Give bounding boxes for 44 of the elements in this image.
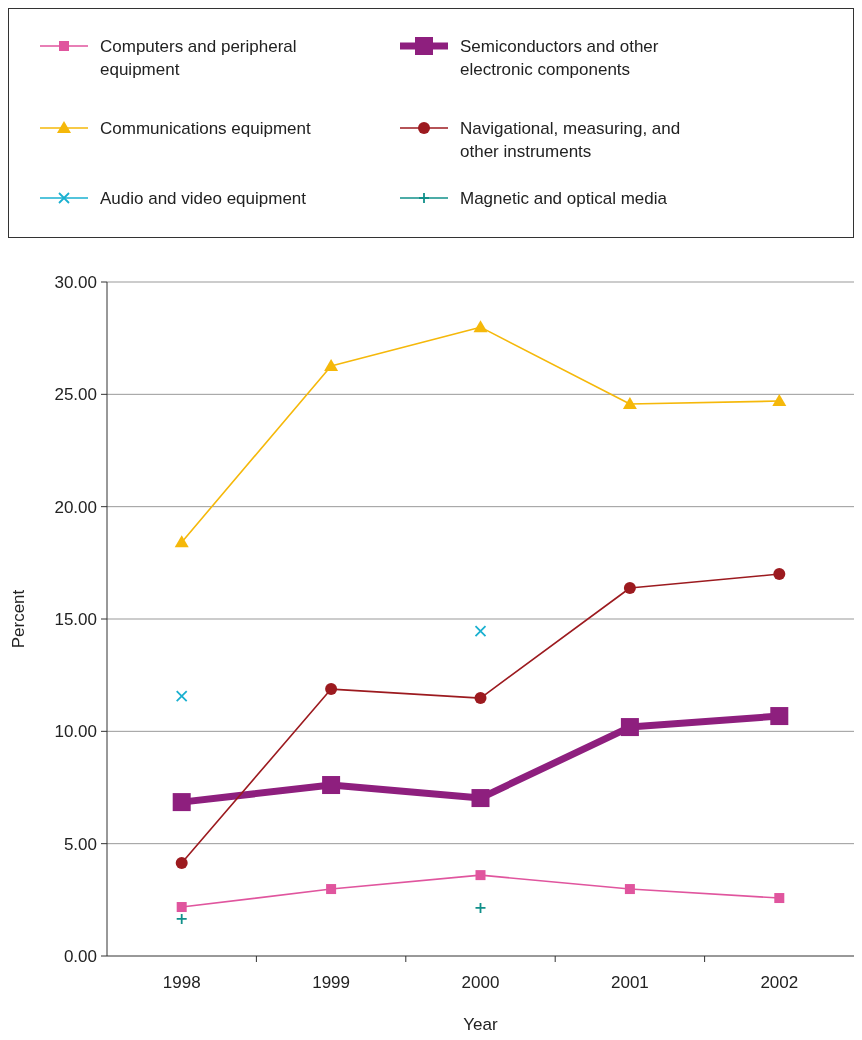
- point: [474, 902, 487, 914]
- legend-label: Audio and video equipment: [100, 189, 307, 208]
- x-tick-label: 2001: [610, 973, 649, 992]
- y-tick-label: 20.00: [54, 497, 97, 517]
- y-tick-label: 10.00: [54, 722, 97, 742]
- point: [175, 856, 188, 869]
- point: [623, 582, 636, 594]
- point: [324, 359, 339, 372]
- y-tick-label: 5.00: [63, 834, 97, 854]
- legend-label: Communications equipment: [100, 119, 311, 138]
- point: [773, 568, 786, 581]
- legend-label: Navigational, measuring, and other instruments: [460, 119, 681, 161]
- y-tick-label: 30.00: [54, 273, 97, 292]
- x-tick-label: 1998: [162, 973, 201, 992]
- point: [172, 793, 191, 812]
- y-tick-label: 0.00: [63, 947, 97, 966]
- point: [175, 913, 188, 925]
- point: [620, 718, 639, 737]
- legend-label: Computers and peripheral equipment: [100, 37, 297, 79]
- point: [474, 692, 487, 705]
- y-tick-label: 15.00: [54, 610, 97, 629]
- point: [174, 535, 189, 548]
- y-axis-title: Percent: [9, 589, 28, 649]
- x-tick-label: 2000: [461, 973, 500, 992]
- point: [325, 683, 338, 696]
- point: [622, 396, 637, 409]
- point: [624, 884, 635, 895]
- point: [770, 707, 789, 726]
- legend-label: Magnetic and optical media: [460, 189, 668, 208]
- point: [774, 893, 785, 904]
- point: [471, 789, 490, 808]
- point: [772, 394, 787, 407]
- point: [473, 320, 488, 333]
- legend-label: Semiconductors and other electronic components: [460, 37, 659, 79]
- point: [474, 625, 487, 638]
- y-tick-label: 25.00: [54, 385, 97, 405]
- point: [175, 690, 188, 702]
- point: [475, 870, 486, 881]
- x-tick-label: 1999: [312, 973, 351, 992]
- x-tick-label: 2002: [760, 973, 799, 992]
- point: [176, 902, 187, 913]
- x-axis-title: Year: [463, 1015, 499, 1034]
- point: [322, 776, 341, 795]
- point: [326, 884, 337, 895]
